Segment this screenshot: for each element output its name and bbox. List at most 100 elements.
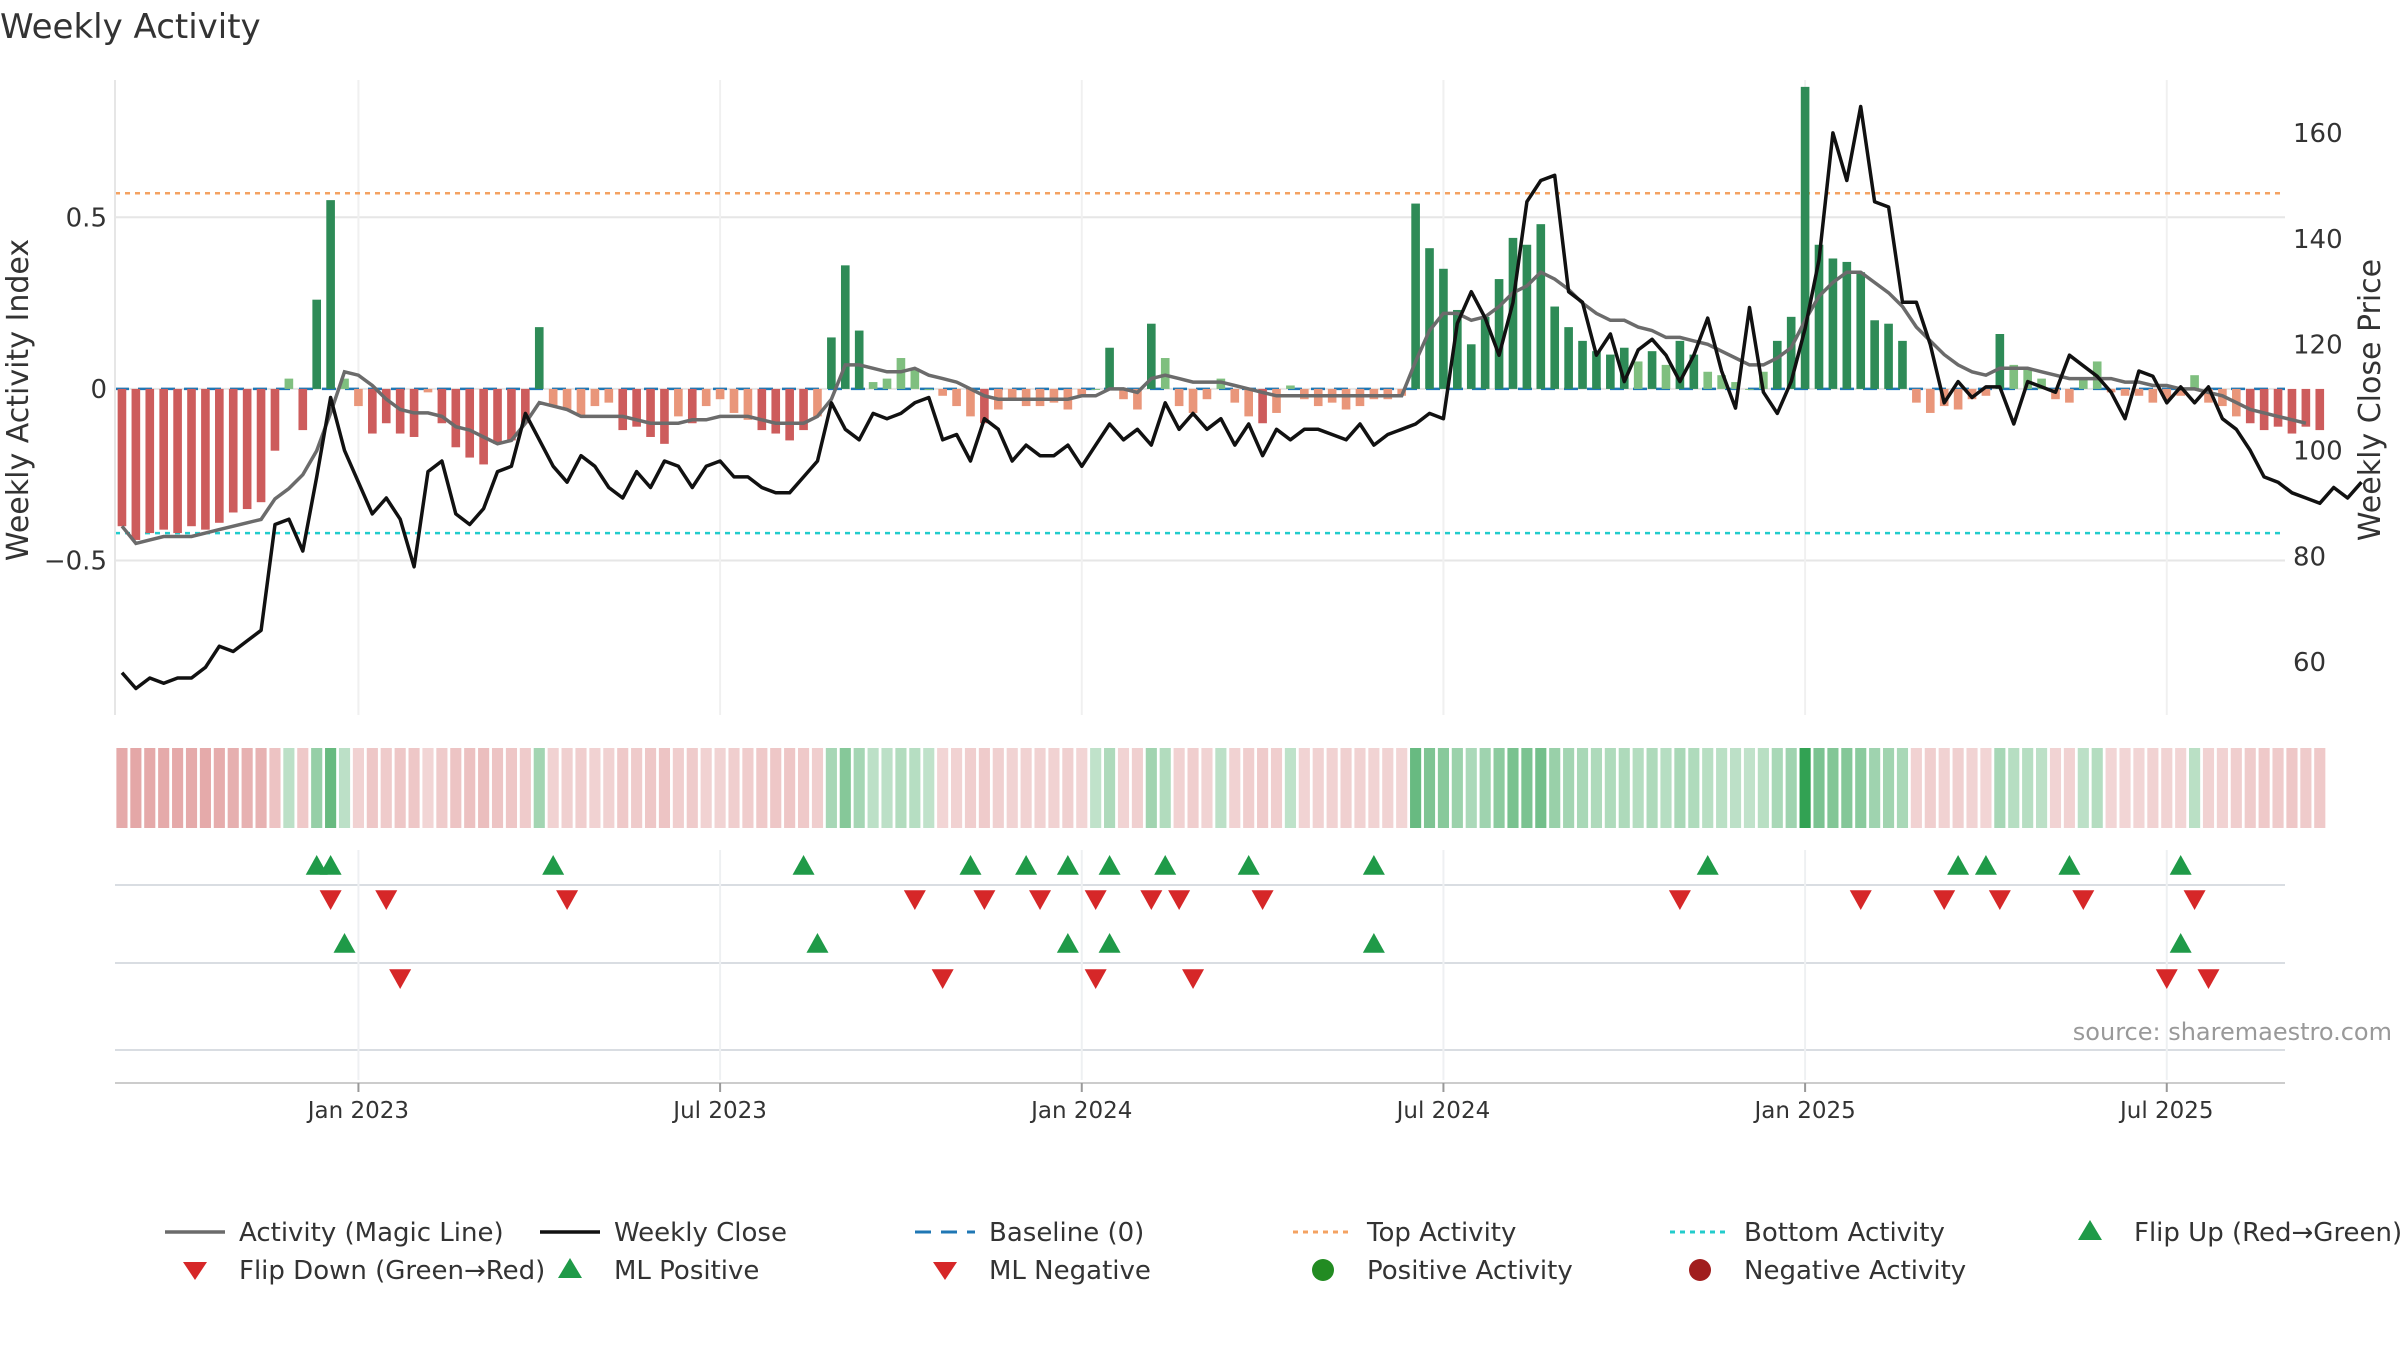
ml-negative-marker bbox=[1084, 969, 1107, 989]
x-tick-label: Jan 2023 bbox=[306, 1098, 409, 1124]
heat-cell bbox=[589, 748, 601, 828]
activity-bar bbox=[521, 388, 530, 424]
x-axis: Jan 2023 Jul 2023 Jan 2024 Jul 2024 Jan 2025… bbox=[306, 1083, 2214, 1124]
heat-cell bbox=[519, 748, 531, 828]
activity-bar bbox=[201, 388, 210, 530]
activity-bar bbox=[1606, 354, 1615, 389]
heat-cell bbox=[1270, 748, 1283, 828]
legend-label: ML Positive bbox=[614, 1256, 759, 1286]
heat-cell bbox=[311, 748, 323, 828]
x-tick-label: Jan 2025 bbox=[1752, 1098, 1855, 1124]
magic-line-layer bbox=[120, 270, 2307, 546]
heat-cell bbox=[2049, 748, 2062, 828]
heat-cell bbox=[464, 748, 476, 828]
flip-up-marker bbox=[1015, 855, 1038, 875]
heat-cell bbox=[1423, 748, 1436, 828]
heat-cell bbox=[2147, 748, 2159, 828]
heat-cell bbox=[853, 748, 865, 828]
activity-bar bbox=[145, 388, 155, 534]
flip-up-marker bbox=[1154, 855, 1177, 875]
heat-cell bbox=[1743, 748, 1756, 828]
legend-label: Negative Activity bbox=[1744, 1256, 1966, 1286]
activity-bar bbox=[1633, 361, 1643, 389]
activity-bar bbox=[1494, 279, 1504, 389]
heat-cell bbox=[338, 748, 351, 828]
flip-up-marker bbox=[1947, 855, 1970, 875]
heat-cell bbox=[2286, 748, 2298, 828]
activity-bar bbox=[618, 388, 628, 431]
heat-cell bbox=[1131, 748, 1143, 828]
activity-bar bbox=[1564, 327, 1573, 389]
ml-positive-marker bbox=[1098, 933, 1121, 953]
activity-bar bbox=[1786, 316, 1796, 389]
flip-up-marker bbox=[792, 855, 815, 875]
heat-cell bbox=[1145, 748, 1157, 828]
activity-bar bbox=[2190, 375, 2199, 389]
heat-cell bbox=[227, 748, 239, 828]
activity-bar bbox=[354, 388, 363, 407]
flip-down-marker bbox=[2183, 890, 2206, 910]
activity-bar bbox=[1800, 86, 1810, 389]
heat-cell bbox=[895, 748, 907, 828]
activity-bar bbox=[924, 388, 934, 390]
activity-bar bbox=[2204, 388, 2213, 403]
heat-cell bbox=[1716, 748, 1728, 828]
heat-cell bbox=[2063, 748, 2075, 828]
activity-bar bbox=[1425, 248, 1434, 389]
heat-cell bbox=[1229, 748, 1241, 828]
activity-bar bbox=[2065, 388, 2074, 403]
activity-bar bbox=[1884, 323, 1893, 389]
heat-cell bbox=[1326, 748, 1338, 828]
y2-tick-label: 140 bbox=[2293, 225, 2343, 255]
legend-label: Top Activity bbox=[1366, 1218, 1516, 1248]
flip-down-marker bbox=[1251, 890, 1274, 910]
heat-cell bbox=[1201, 748, 1213, 828]
heat-cell bbox=[1340, 748, 1352, 828]
activity-bar bbox=[1953, 388, 1963, 410]
activity-bar bbox=[1592, 351, 1601, 389]
heat-cell bbox=[172, 748, 184, 828]
activity-bar bbox=[1689, 354, 1699, 389]
heat-cell bbox=[797, 748, 810, 828]
activity-bar bbox=[715, 388, 725, 400]
heat-cell bbox=[144, 748, 156, 828]
legend-swatch bbox=[2078, 1220, 2102, 1240]
flip-up-marker bbox=[1237, 855, 1260, 875]
heat-cell bbox=[1702, 748, 1714, 828]
activity-bar bbox=[1174, 388, 1184, 407]
activity-bar bbox=[1772, 340, 1782, 389]
heat-cell bbox=[1173, 748, 1185, 828]
heat-cell bbox=[325, 748, 337, 828]
activity-bar bbox=[215, 388, 224, 523]
heat-cell bbox=[1535, 748, 1547, 828]
heat-cell bbox=[1549, 748, 1561, 828]
heat-cell bbox=[1827, 748, 1839, 828]
activity-bar bbox=[1870, 320, 1879, 389]
legend-swatch bbox=[933, 1262, 957, 1280]
heat-cell bbox=[1479, 748, 1491, 828]
heat-cell bbox=[2272, 748, 2284, 828]
heat-cell bbox=[394, 748, 406, 828]
activity-bar bbox=[465, 388, 475, 458]
activity-bar bbox=[2037, 378, 2046, 389]
heat-cell bbox=[1938, 748, 1950, 828]
flip-down-marker bbox=[1084, 890, 1107, 910]
heat-cell bbox=[1451, 748, 1463, 828]
activity-bar bbox=[2134, 388, 2144, 396]
heat-cell bbox=[1062, 748, 1074, 828]
activity-bar bbox=[1912, 388, 1921, 403]
heat-cell bbox=[1507, 748, 1519, 828]
heat-cell bbox=[1243, 748, 1255, 828]
heat-cell bbox=[992, 748, 1004, 828]
heat-cell bbox=[185, 748, 198, 828]
flip-up-marker bbox=[1056, 855, 1079, 875]
heat-cell bbox=[644, 748, 657, 828]
activity-bar bbox=[1619, 347, 1629, 389]
activity-bar bbox=[785, 388, 794, 441]
ml-positive-marker bbox=[2169, 933, 2192, 953]
activity-bar bbox=[1745, 388, 1754, 390]
flip-up-marker bbox=[319, 855, 342, 875]
heat-cell bbox=[1966, 748, 1978, 828]
heat-cell bbox=[1368, 748, 1380, 828]
activity-bar bbox=[2051, 388, 2060, 400]
